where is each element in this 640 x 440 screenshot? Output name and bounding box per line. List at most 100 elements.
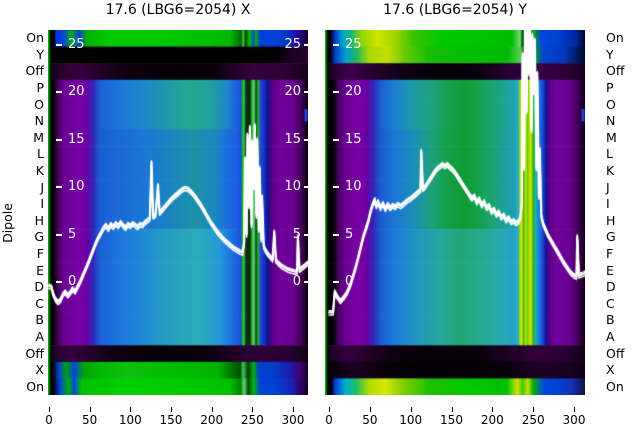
row-label-right-h-11: H bbox=[606, 212, 616, 228]
y-tick-mark bbox=[304, 138, 310, 141]
row-label-left-j-9: J bbox=[40, 179, 44, 195]
row-label-right-off-2: Off bbox=[606, 63, 625, 79]
row-label-right-o-4: O bbox=[606, 96, 616, 112]
y-tick-mark bbox=[56, 281, 62, 283]
y-tick-label-inside-right: 5 bbox=[292, 226, 301, 242]
y-tick-mark bbox=[304, 281, 310, 283]
row-label-right-m-6: M bbox=[606, 129, 617, 145]
heatmap-panel-y bbox=[325, 30, 585, 395]
x-tick-mark bbox=[533, 407, 535, 412]
y-tick-label-inside-left: 0 bbox=[345, 274, 354, 289]
x-tick-mark bbox=[329, 407, 330, 412]
x-tick-mark bbox=[89, 407, 91, 412]
y-tick-label-inside-left: 15 bbox=[345, 131, 362, 147]
y-tick-mark bbox=[56, 186, 62, 188]
y-tick-mark bbox=[333, 186, 339, 188]
row-label-right-k-8: K bbox=[606, 163, 615, 179]
x-tick-label: 200 bbox=[480, 413, 504, 427]
row-label-right-f-13: F bbox=[606, 245, 614, 261]
panel-title-x: 17.6 (LBG6=2054) X bbox=[105, 2, 251, 18]
y-tick-mark bbox=[304, 233, 310, 236]
heatmap-panel-x bbox=[48, 30, 308, 395]
y-tick-label-inside-left: 5 bbox=[345, 226, 354, 242]
y-tick-label-inside-right: 15 bbox=[284, 131, 301, 147]
row-label-left-e-14: E bbox=[36, 262, 44, 278]
y-tick-label-inside-left: 20 bbox=[345, 84, 362, 99]
y-tick-label-inside-left: 0 bbox=[68, 274, 77, 289]
row-label-left-a-18: A bbox=[35, 328, 44, 344]
y-tick-label-inside-left: 20 bbox=[68, 84, 85, 99]
row-label-left-g-12: G bbox=[34, 229, 44, 245]
x-tick-label: 50 bbox=[82, 413, 98, 427]
row-label-left-n-5: N bbox=[34, 113, 44, 129]
y-tick-label-inside-right: 25 bbox=[284, 36, 301, 52]
row-label-right-p-3: P bbox=[606, 80, 614, 96]
row-label-right-l-7: L bbox=[606, 146, 613, 162]
panel-title-y: 17.6 (LBG6=2054) Y bbox=[383, 2, 527, 18]
row-label-left-y-1: Y bbox=[36, 46, 44, 62]
y-tick-mark bbox=[333, 281, 339, 283]
row-label-right-x-20: X bbox=[606, 362, 615, 378]
x-tick-label: 300 bbox=[281, 413, 305, 427]
row-label-right-g-12: G bbox=[606, 229, 616, 245]
row-label-right-j-9: J bbox=[606, 179, 610, 195]
y-tick-mark bbox=[56, 91, 62, 93]
row-label-right-c-16: C bbox=[606, 295, 615, 311]
row-label-left-off-19: Off bbox=[25, 345, 44, 361]
row-label-right-on-21: On bbox=[606, 378, 624, 394]
x-tick-label: 150 bbox=[440, 413, 463, 427]
row-label-right-d-15: D bbox=[606, 279, 616, 295]
x-tick-mark bbox=[49, 407, 50, 412]
y-tick-label-inside-left: 10 bbox=[345, 179, 362, 194]
x-tick-label: 50 bbox=[362, 413, 378, 427]
x-tick-label: 150 bbox=[159, 413, 183, 427]
x-tick-label: 250 bbox=[240, 413, 264, 427]
row-label-left-off-2: Off bbox=[25, 63, 44, 79]
x-tick-mark bbox=[252, 407, 254, 412]
x-tick-label: 100 bbox=[118, 413, 142, 427]
x-tick-mark bbox=[410, 407, 412, 412]
row-label-left-on-0: On bbox=[26, 30, 44, 46]
x-tick-mark bbox=[170, 407, 172, 412]
row-label-right-b-17: B bbox=[606, 312, 615, 328]
y-tick-mark bbox=[56, 43, 62, 46]
y-tick-label-inside-right: 10 bbox=[284, 179, 301, 194]
y-tick-mark bbox=[333, 138, 339, 141]
x-tick-mark bbox=[211, 407, 213, 412]
row-label-right-off-19: Off bbox=[606, 345, 625, 361]
x-tick-label: 0 bbox=[325, 413, 333, 427]
row-label-right-on-0: On bbox=[606, 30, 624, 46]
row-label-left-o-4: O bbox=[34, 96, 44, 112]
y-tick-label-inside-left: 25 bbox=[345, 36, 362, 52]
row-label-left-p-3: P bbox=[36, 80, 44, 96]
row-label-left-on-21: On bbox=[26, 378, 44, 394]
row-label-left-b-17: B bbox=[35, 312, 44, 328]
row-label-left-i-10: I bbox=[40, 196, 44, 212]
x-tick-mark bbox=[369, 407, 371, 412]
y-tick-label-inside-right: 20 bbox=[284, 84, 301, 99]
y-tick-mark bbox=[333, 43, 339, 46]
y-tick-mark bbox=[56, 138, 62, 141]
y-tick-label-inside-left: 5 bbox=[68, 226, 77, 242]
x-tick-label: 200 bbox=[200, 413, 224, 427]
y-tick-mark bbox=[304, 43, 310, 46]
row-label-right-i-10: I bbox=[606, 196, 610, 212]
x-tick-mark bbox=[574, 407, 575, 412]
row-label-left-d-15: D bbox=[34, 279, 44, 295]
row-label-right-n-5: N bbox=[606, 113, 616, 129]
row-label-left-c-16: C bbox=[35, 295, 44, 311]
x-tick-label: 300 bbox=[562, 413, 586, 427]
x-tick-mark bbox=[451, 407, 453, 412]
row-label-left-l-7: L bbox=[37, 146, 44, 162]
row-label-right-e-14: E bbox=[606, 262, 614, 278]
y-tick-mark bbox=[304, 186, 310, 188]
y-tick-mark bbox=[333, 91, 339, 93]
row-label-left-f-13: F bbox=[36, 245, 44, 261]
row-label-left-x-20: X bbox=[35, 362, 44, 378]
row-label-left-k-8: K bbox=[35, 163, 44, 179]
x-tick-mark bbox=[292, 407, 294, 412]
y-tick-label-inside-left: 10 bbox=[68, 179, 85, 194]
x-tick-label: 100 bbox=[399, 413, 423, 427]
row-label-right-y-1: Y bbox=[606, 46, 614, 62]
